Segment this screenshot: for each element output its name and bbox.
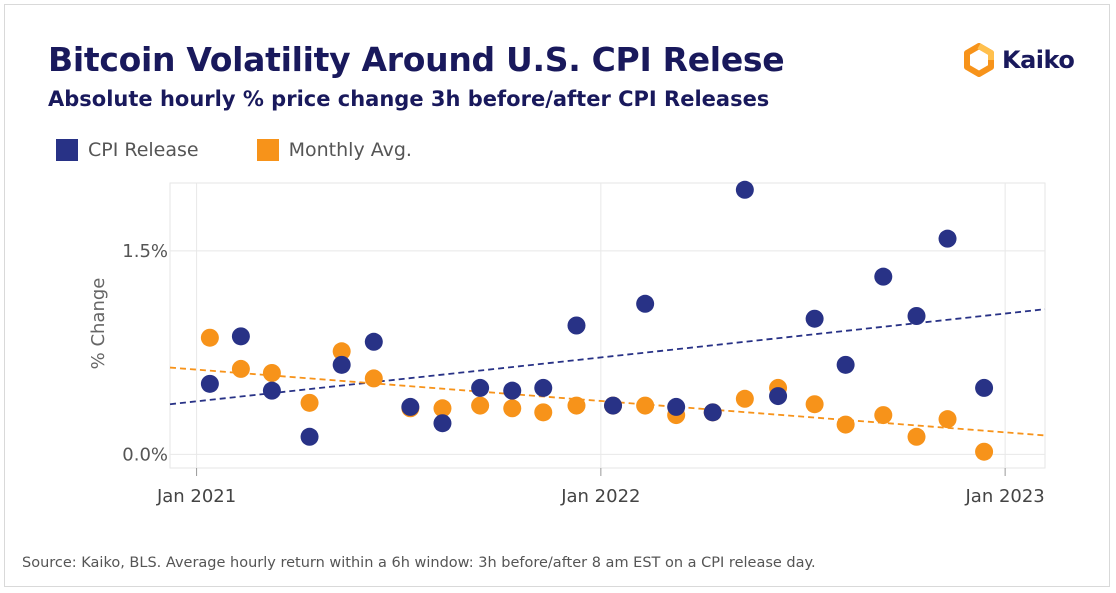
chart-title: Bitcoin Volatility Around U.S. CPI Reles… <box>48 40 785 79</box>
chart-subtitle: Absolute hourly % price change 3h before… <box>48 87 770 111</box>
legend-swatch-monthly <box>256 139 279 161</box>
chart-legend: CPI Release Monthly Avg. <box>56 139 470 161</box>
legend-item-cpi: CPI Release <box>56 139 199 161</box>
legend-item-monthly: Monthly Avg. <box>256 139 412 161</box>
logo-text: Kaiko <box>1002 46 1075 74</box>
legend-label-cpi: CPI Release <box>88 139 199 161</box>
source-note: Source: Kaiko, BLS. Average hourly retur… <box>22 555 816 571</box>
legend-swatch-cpi <box>56 139 78 161</box>
kaiko-logo: Kaiko <box>962 42 1075 78</box>
kaiko-logo-icon <box>964 43 994 77</box>
legend-label-monthly: Monthly Avg. <box>288 139 412 161</box>
